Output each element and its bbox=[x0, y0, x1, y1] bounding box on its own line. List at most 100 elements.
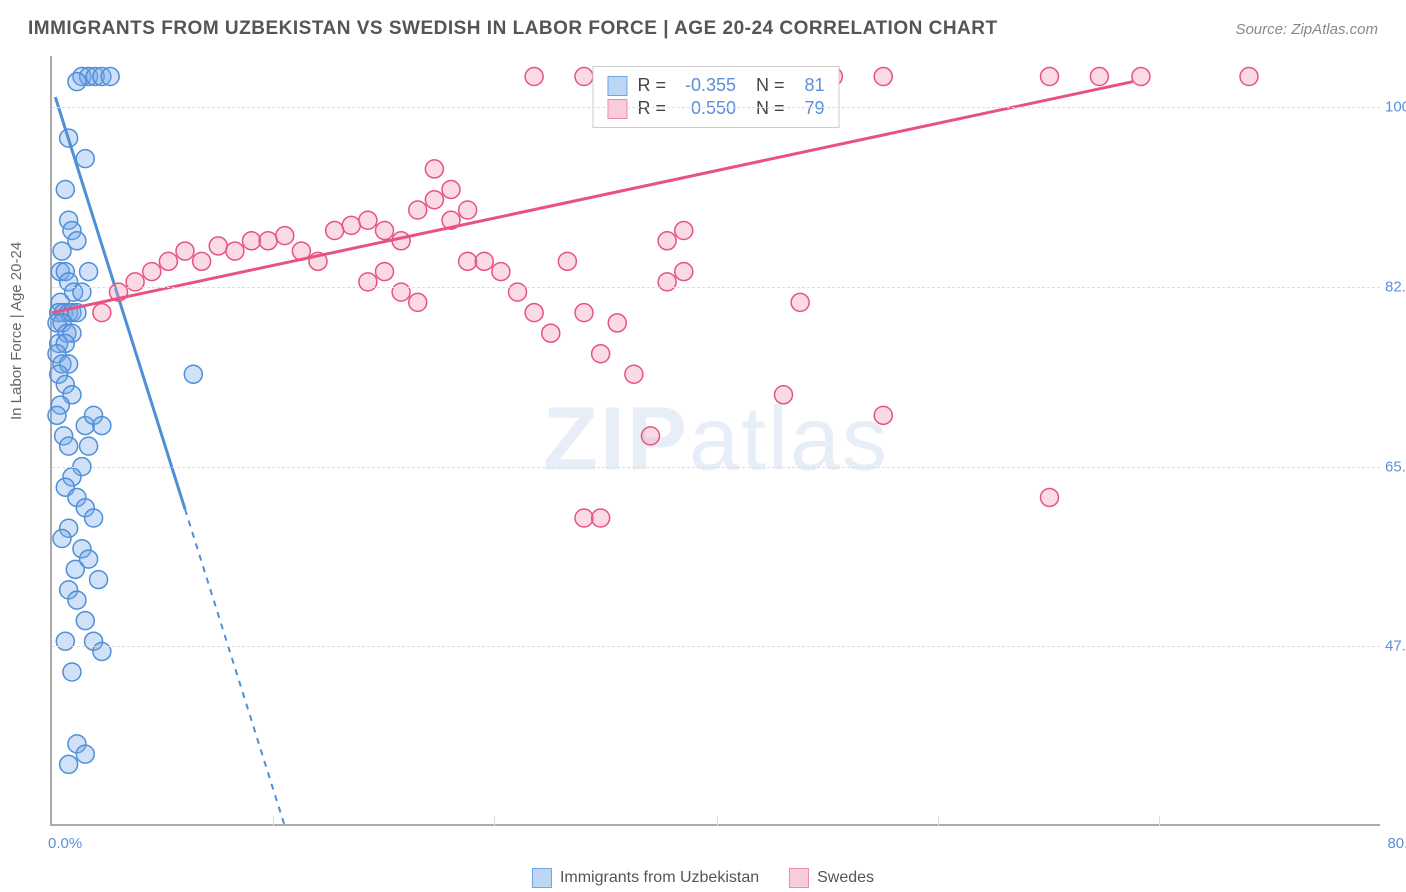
data-point bbox=[409, 293, 427, 311]
data-point bbox=[276, 227, 294, 245]
data-point bbox=[184, 365, 202, 383]
data-point bbox=[93, 417, 111, 435]
x-axis-min: 0.0% bbox=[48, 835, 82, 852]
x-tick bbox=[494, 816, 495, 826]
data-point bbox=[63, 663, 81, 681]
data-point bbox=[608, 314, 626, 332]
data-point bbox=[359, 211, 377, 229]
data-point bbox=[1041, 488, 1059, 506]
data-point bbox=[48, 406, 66, 424]
data-point bbox=[492, 263, 510, 281]
data-point bbox=[1240, 68, 1258, 86]
data-point bbox=[775, 386, 793, 404]
legend-swatch bbox=[789, 868, 809, 888]
y-tick-label: 82.5% bbox=[1385, 279, 1406, 296]
legend-n-value: 81 bbox=[795, 75, 825, 96]
legend-swatch bbox=[532, 868, 552, 888]
data-point bbox=[592, 509, 610, 527]
data-point bbox=[76, 150, 94, 168]
data-point bbox=[85, 509, 103, 527]
data-point bbox=[658, 273, 676, 291]
trend-line-dashed bbox=[185, 509, 285, 826]
y-axis-label: In Labor Force | Age 20-24 bbox=[8, 242, 25, 420]
data-point bbox=[675, 222, 693, 240]
data-point bbox=[60, 437, 78, 455]
bottom-legend-item: Swedes bbox=[789, 868, 874, 888]
legend-r-value: 0.550 bbox=[676, 98, 736, 119]
data-point bbox=[525, 304, 543, 322]
legend-label: Immigrants from Uzbekistan bbox=[560, 869, 759, 887]
legend-r-value: -0.355 bbox=[676, 75, 736, 96]
gridline-h bbox=[52, 107, 1380, 108]
data-point bbox=[90, 571, 108, 589]
data-point bbox=[143, 263, 161, 281]
data-point bbox=[126, 273, 144, 291]
data-point bbox=[359, 273, 377, 291]
data-point bbox=[575, 68, 593, 86]
data-point bbox=[874, 406, 892, 424]
data-point bbox=[73, 283, 91, 301]
data-point bbox=[80, 263, 98, 281]
data-point bbox=[259, 232, 277, 250]
data-point bbox=[209, 237, 227, 255]
legend-r-label: R = bbox=[637, 75, 666, 96]
data-point bbox=[392, 283, 410, 301]
correlation-legend: R = -0.355 N = 81R = 0.550 N = 79 bbox=[592, 66, 839, 128]
data-point bbox=[376, 263, 394, 281]
data-point bbox=[76, 612, 94, 630]
data-point bbox=[509, 283, 527, 301]
x-axis-max: 80.0% bbox=[1387, 835, 1406, 852]
legend-row: R = -0.355 N = 81 bbox=[607, 75, 824, 96]
header-row: IMMIGRANTS FROM UZBEKISTAN VS SWEDISH IN… bbox=[0, 0, 1406, 48]
y-tick-label: 100.0% bbox=[1385, 99, 1406, 116]
data-point bbox=[101, 68, 119, 86]
data-point bbox=[575, 304, 593, 322]
legend-label: Swedes bbox=[817, 869, 874, 887]
data-point bbox=[56, 180, 74, 198]
bottom-legend-item: Immigrants from Uzbekistan bbox=[532, 868, 759, 888]
data-point bbox=[542, 324, 560, 342]
data-point bbox=[475, 252, 493, 270]
legend-swatch bbox=[607, 99, 627, 119]
data-point bbox=[56, 632, 74, 650]
legend-n-value: 79 bbox=[795, 98, 825, 119]
chart-svg bbox=[52, 56, 1380, 824]
data-point bbox=[575, 509, 593, 527]
data-point bbox=[425, 160, 443, 178]
gridline-h bbox=[52, 287, 1380, 288]
data-point bbox=[93, 642, 111, 660]
data-point bbox=[76, 745, 94, 763]
data-point bbox=[376, 222, 394, 240]
source-credit: Source: ZipAtlas.com bbox=[1235, 21, 1378, 38]
data-point bbox=[558, 252, 576, 270]
x-tick bbox=[1159, 816, 1160, 826]
legend-r-label: R = bbox=[637, 98, 666, 119]
chart-title: IMMIGRANTS FROM UZBEKISTAN VS SWEDISH IN… bbox=[28, 18, 998, 40]
legend-n-label: N = bbox=[746, 75, 785, 96]
data-point bbox=[1041, 68, 1059, 86]
data-point bbox=[442, 180, 460, 198]
data-point bbox=[68, 232, 86, 250]
legend-row: R =0.550 N =79 bbox=[607, 98, 824, 119]
data-point bbox=[425, 191, 443, 209]
data-point bbox=[642, 427, 660, 445]
data-point bbox=[80, 437, 98, 455]
x-tick bbox=[938, 816, 939, 826]
data-point bbox=[53, 530, 71, 548]
data-point bbox=[326, 222, 344, 240]
data-point bbox=[525, 68, 543, 86]
data-point bbox=[592, 345, 610, 363]
data-point bbox=[243, 232, 261, 250]
data-point bbox=[342, 216, 360, 234]
data-point bbox=[93, 304, 111, 322]
data-point bbox=[193, 252, 211, 270]
data-point bbox=[68, 73, 86, 91]
x-tick bbox=[717, 816, 718, 826]
data-point bbox=[66, 560, 84, 578]
data-point bbox=[159, 252, 177, 270]
data-point bbox=[226, 242, 244, 260]
data-point bbox=[1132, 68, 1150, 86]
plot-area: ZIPatlas R =-0.355 N =81R =0.550 N =79 0… bbox=[50, 56, 1380, 826]
data-point bbox=[658, 232, 676, 250]
legend-swatch bbox=[607, 76, 627, 96]
